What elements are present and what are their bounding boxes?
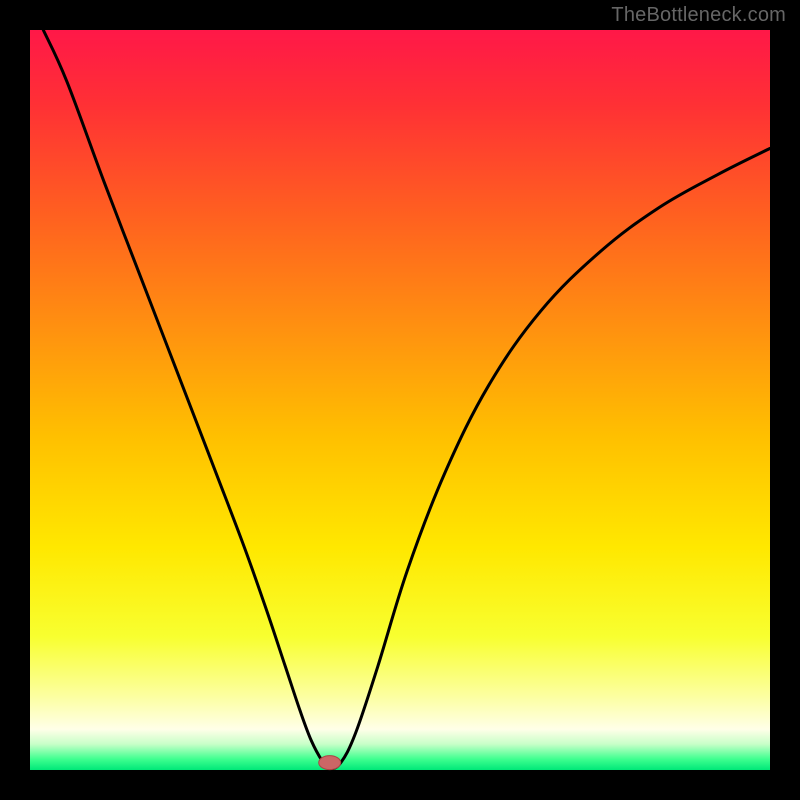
bottleneck-chart [0, 0, 800, 800]
optimal-point-marker [319, 756, 341, 770]
plot-background [30, 30, 770, 770]
attribution-text: TheBottleneck.com [611, 4, 786, 27]
chart-container: TheBottleneck.com [0, 0, 800, 800]
